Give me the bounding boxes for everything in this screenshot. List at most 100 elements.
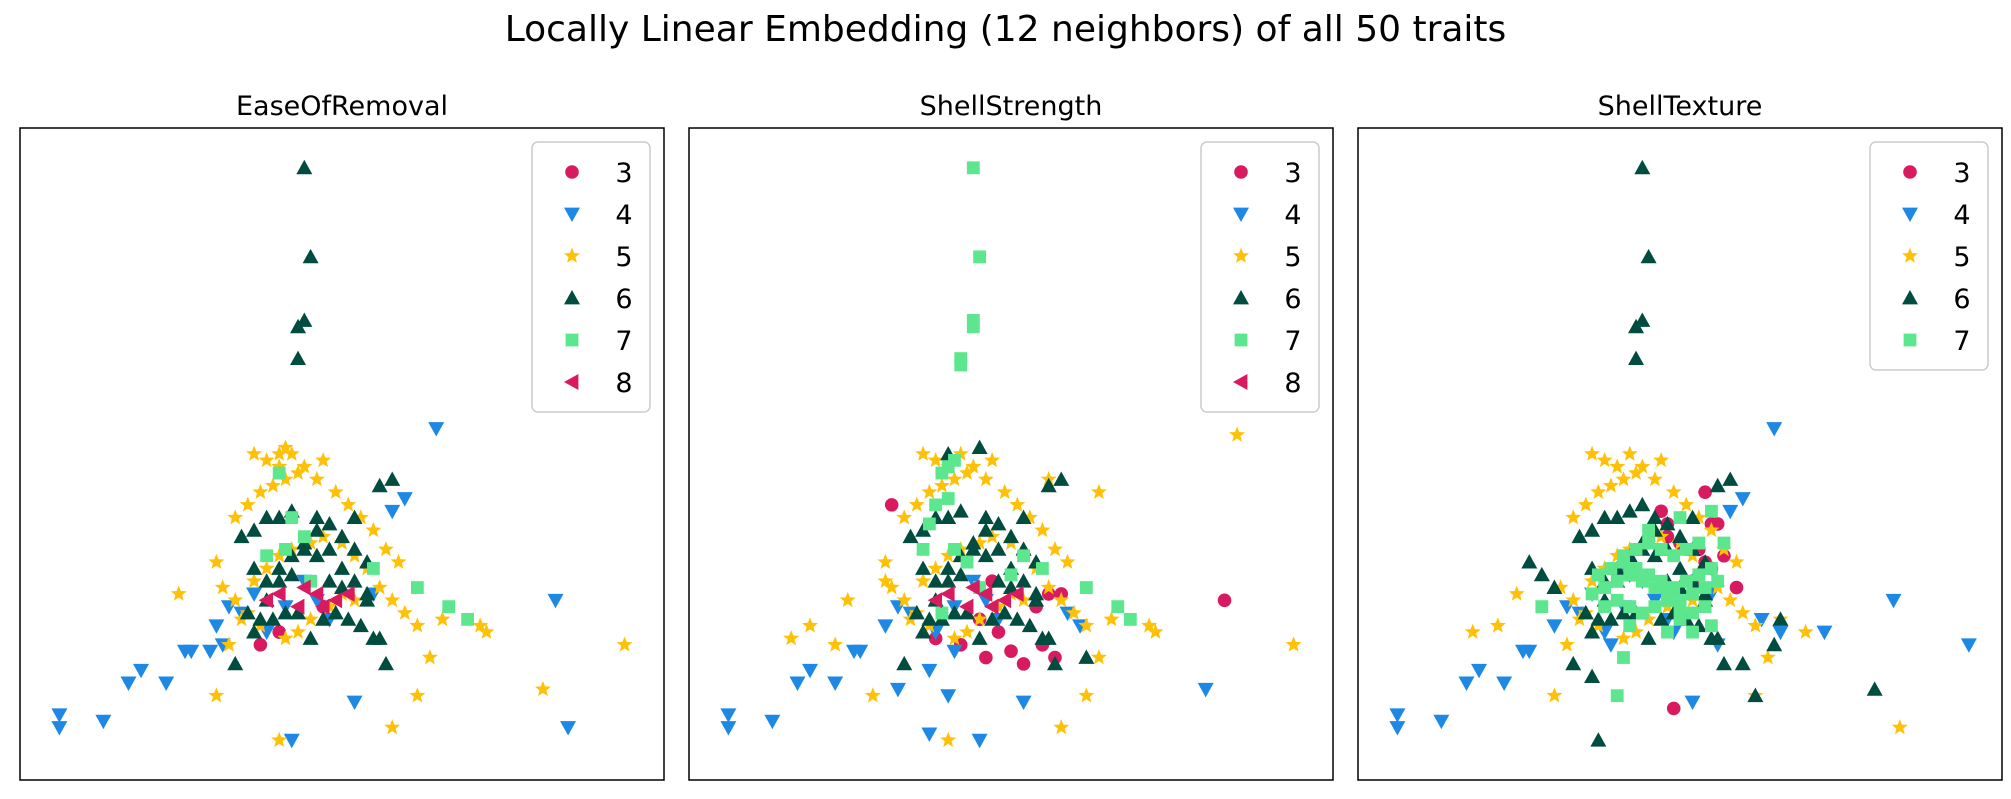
point-trait-6 [977, 509, 994, 524]
point-trait-6 [271, 509, 288, 524]
point-trait-5 [1690, 509, 1707, 525]
point-trait-8 [296, 579, 311, 596]
point-trait-5 [227, 591, 244, 608]
point-trait-6 [302, 630, 319, 645]
legend-label-5: 5 [615, 242, 632, 273]
legend-label-8: 8 [615, 368, 632, 399]
point-trait-6 [277, 605, 294, 620]
point-trait-6 [315, 611, 332, 626]
point-trait-6 [940, 560, 957, 575]
point-trait-6 [233, 528, 250, 544]
point-trait-6 [252, 611, 269, 626]
point-trait-8 [308, 585, 324, 602]
point-trait-7 [1673, 600, 1687, 614]
point-trait-6 [258, 573, 275, 588]
point-trait-7 [935, 606, 949, 620]
point-trait-5 [1621, 445, 1638, 461]
legend-label-3: 3 [1953, 158, 1970, 189]
point-trait-6 [1634, 496, 1651, 512]
point-trait-8 [258, 592, 274, 609]
point-trait-5 [239, 496, 256, 512]
point-trait-5 [377, 541, 394, 557]
point-trait-5 [1053, 719, 1070, 735]
point-trait-6 [1053, 471, 1070, 486]
point-trait-6 [977, 547, 994, 563]
point-trait-6 [290, 605, 307, 620]
point-trait-4 [246, 587, 263, 602]
legend-marker-4 [1902, 207, 1918, 222]
point-trait-7 [1705, 619, 1718, 633]
point-trait-6 [308, 547, 325, 563]
point-trait-5 [896, 509, 913, 525]
legend-marker-8 [1233, 374, 1248, 390]
point-trait-7 [1123, 612, 1137, 626]
point-trait-5 [1147, 623, 1164, 639]
point-trait-7 [1698, 600, 1712, 614]
point-trait-6 [327, 605, 344, 620]
legend-label-4: 4 [615, 200, 632, 231]
point-trait-5 [1596, 451, 1613, 468]
point-trait-6 [1584, 624, 1601, 639]
point-trait-6 [971, 630, 988, 645]
point-trait-7 [941, 492, 955, 505]
point-trait-6 [346, 573, 363, 588]
point-trait-3 [1698, 485, 1712, 499]
point-trait-6 [1565, 655, 1582, 671]
point-trait-5 [896, 591, 913, 608]
point-trait-6 [1078, 649, 1095, 664]
point-trait-7 [1705, 504, 1718, 518]
point-trait-6 [377, 655, 394, 671]
point-trait-3 [1710, 517, 1725, 531]
point-trait-5 [1053, 591, 1070, 608]
point-trait-7 [916, 543, 930, 556]
point-trait-5 [283, 445, 300, 461]
point-trait-6 [1521, 554, 1538, 569]
point-trait-6 [952, 503, 969, 518]
point-trait-6 [1040, 477, 1057, 493]
point-trait-5 [946, 630, 963, 646]
point-trait-5 [264, 477, 281, 493]
point-trait-8 [940, 585, 955, 602]
point-trait-6 [1866, 681, 1883, 696]
point-trait-6 [990, 515, 1007, 531]
point-trait-7 [1623, 600, 1637, 614]
point-trait-7 [272, 466, 286, 480]
point-trait-5 [927, 560, 944, 576]
point-trait-5 [1584, 445, 1601, 461]
point-trait-5 [534, 680, 551, 697]
point-trait-7 [1623, 619, 1637, 633]
legend-label-6: 6 [1284, 284, 1301, 315]
point-trait-5 [1653, 451, 1670, 468]
point-trait-6 [246, 624, 263, 639]
point-trait-5 [959, 464, 976, 480]
point-trait-5 [915, 572, 932, 588]
point-trait-7 [1610, 574, 1624, 588]
point-trait-5 [390, 553, 407, 569]
point-trait-5 [802, 617, 819, 633]
point-trait-7 [297, 530, 311, 544]
point-trait-5 [927, 451, 944, 468]
point-trait-6 [1003, 579, 1019, 594]
point-trait-4 [789, 676, 806, 691]
point-trait-6 [1590, 732, 1607, 747]
point-trait-8 [927, 592, 943, 609]
point-trait-4 [1389, 708, 1406, 723]
point-trait-5 [1141, 617, 1158, 633]
point-trait-5 [1090, 483, 1107, 499]
point-trait-7 [960, 555, 974, 569]
point-trait-5 [246, 445, 263, 461]
point-trait-5 [1078, 617, 1095, 633]
point-trait-7 [948, 453, 961, 467]
point-trait-6 [334, 528, 350, 544]
point-trait-7 [1673, 612, 1687, 626]
point-trait-8 [340, 585, 355, 602]
point-trait-4 [1722, 504, 1739, 520]
point-trait-7 [954, 358, 968, 372]
point-trait-5 [883, 579, 900, 595]
point-trait-5 [170, 585, 187, 601]
point-trait-7 [1642, 568, 1655, 582]
point-trait-3 [1666, 701, 1681, 716]
point-trait-7 [1585, 587, 1599, 601]
point-trait-5 [1034, 521, 1051, 538]
point-trait-5 [1590, 483, 1607, 499]
